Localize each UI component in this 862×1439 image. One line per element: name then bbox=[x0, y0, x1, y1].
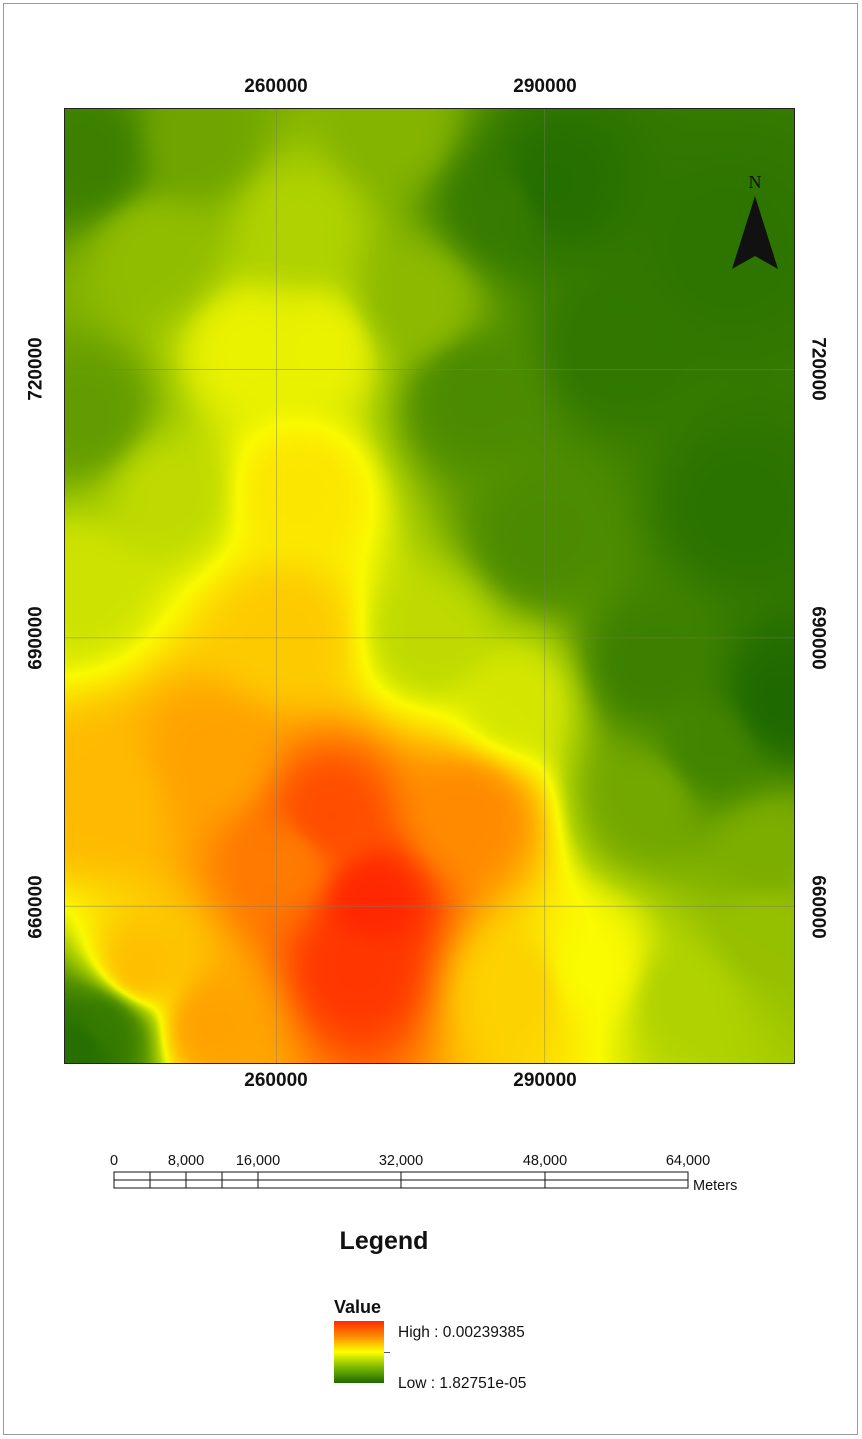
legend-low-label: Low : 1.82751e-05 bbox=[398, 1375, 527, 1392]
legend-title: Legend bbox=[339, 1227, 429, 1255]
grid-label-right-y3: 660000 bbox=[807, 875, 829, 939]
legend-ramp-tick bbox=[384, 1352, 390, 1353]
legend-high-label: High : 0.00239385 bbox=[398, 1324, 525, 1341]
scale-unit: Meters bbox=[693, 1178, 738, 1194]
legend-heading: Value bbox=[334, 1297, 382, 1317]
page-frame bbox=[3, 3, 858, 1435]
map-frame bbox=[64, 108, 795, 1064]
grid-label-left-y3: 660000 bbox=[25, 875, 47, 939]
grid-label-bottom-x1: 260000 bbox=[244, 1070, 308, 1091]
grid-label-right-y1: 720000 bbox=[807, 337, 829, 401]
interpolated-surface bbox=[65, 109, 794, 1063]
grid-label-left-y1: 720000 bbox=[25, 337, 47, 401]
legend-color-ramp bbox=[334, 1321, 384, 1383]
scale-label-8000: 8,000 bbox=[167, 1153, 205, 1169]
north-label: N bbox=[749, 172, 762, 192]
scale-label-48000: 48,000 bbox=[522, 1153, 568, 1169]
scale-bar bbox=[113, 1171, 689, 1189]
north-arrow-icon: N bbox=[732, 172, 778, 269]
grid-label-top-x2: 290000 bbox=[513, 76, 577, 97]
grid-label-top-x1: 260000 bbox=[244, 76, 308, 97]
scale-label-0: 0 bbox=[109, 1153, 119, 1169]
scale-label-16000: 16,000 bbox=[235, 1153, 281, 1169]
grid-label-bottom-x2: 290000 bbox=[513, 1070, 577, 1091]
grid-label-left-y2: 690000 bbox=[25, 606, 47, 670]
scale-label-32000: 32,000 bbox=[378, 1153, 424, 1169]
scale-label-64000: 64,000 bbox=[665, 1153, 711, 1169]
graticule bbox=[65, 109, 794, 1063]
grid-label-right-y2: 690000 bbox=[807, 606, 829, 670]
